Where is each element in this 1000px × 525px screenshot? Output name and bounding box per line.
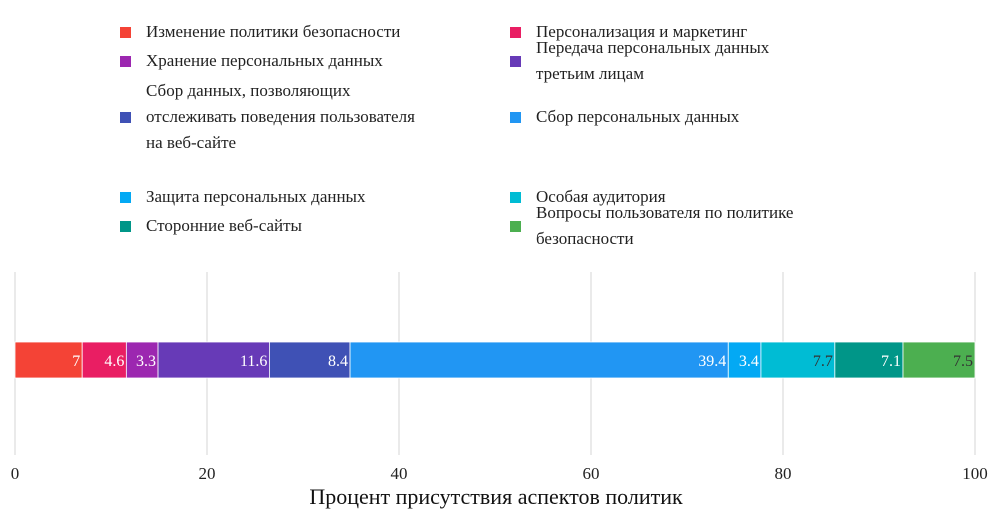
legend-swatch (120, 221, 131, 232)
legend-item: Сбор данных, позволяющих отслеживать пове… (120, 81, 415, 152)
legend-swatch (510, 221, 521, 232)
legend-label: безопасности (536, 229, 634, 248)
legend-label: третьим лицам (536, 64, 644, 83)
x-tick-label: 40 (391, 464, 408, 483)
x-tick-label: 60 (583, 464, 600, 483)
legend-swatch (510, 56, 521, 67)
bar-segment (760, 341, 836, 379)
legend-swatch (120, 56, 131, 67)
legend-item: Хранение персональных данных (120, 51, 383, 70)
x-axis: 0 20 40 60 80 100 (11, 464, 988, 483)
data-label: 39.4 (698, 353, 726, 370)
legend-item: Защита персональных данных (120, 187, 366, 206)
data-label: 7.5 (953, 353, 973, 370)
legend-label: Защита персональных данных (146, 187, 366, 206)
bar-segment (157, 341, 270, 379)
data-label: 3.3 (136, 353, 156, 370)
data-label: 3.4 (739, 353, 759, 370)
legend-label: Сбор данных, позволяющих (146, 81, 351, 100)
legend-swatch (510, 192, 521, 203)
legend-swatch (120, 192, 131, 203)
bar-stack: 7 4.6 3.3 11.6 8.4 39.4 3.4 7.7 7.1 7.5 (14, 341, 976, 379)
bar-segment (727, 341, 762, 379)
bar-segment (81, 341, 127, 379)
legend-item: Персонализация и маркетинг (510, 22, 747, 41)
x-tick-label: 100 (962, 464, 988, 483)
legend-label: Хранение персональных данных (146, 51, 383, 70)
x-axis-title: Процент присутствия аспектов политик (309, 484, 683, 509)
legend-swatch (120, 27, 131, 38)
bar-segment (902, 341, 976, 379)
legend-label: Особая аудитория (536, 187, 666, 206)
legend-label: Вопросы пользователя по политике (536, 203, 793, 222)
x-tick-label: 0 (11, 464, 20, 483)
data-label: 7.7 (813, 353, 833, 370)
legend-label: отслеживать поведения пользователя (146, 107, 415, 126)
legend-swatch (120, 112, 131, 123)
legend-item: Сбор персональных данных (510, 107, 740, 126)
data-label: 7.1 (881, 353, 901, 370)
legend-item: Сторонние веб-сайты (120, 216, 303, 235)
legend-item: Передача персональных данных третьим лица… (510, 38, 770, 83)
data-label: 11.6 (240, 353, 267, 370)
legend-label: Сбор персональных данных (536, 107, 740, 126)
data-label: 4.6 (104, 353, 124, 370)
legend-label: на веб-сайте (146, 133, 236, 152)
data-label: 7 (72, 353, 80, 370)
legend-swatch (510, 112, 521, 123)
legend-label: Персонализация и маркетинг (536, 22, 747, 41)
bar-segment (349, 341, 729, 379)
legend-label: Изменение политики безопасности (146, 22, 400, 41)
bar-segment (268, 341, 351, 379)
legend-swatch (510, 27, 521, 38)
legend: Изменение политики безопасности Персонали… (120, 22, 793, 248)
legend-item: Изменение политики безопасности (120, 22, 400, 41)
bar-segment (125, 341, 159, 379)
legend-item: Вопросы пользователя по политике безопасн… (510, 203, 793, 248)
data-label: 8.4 (328, 353, 348, 370)
x-tick-label: 20 (199, 464, 216, 483)
x-tick-label: 80 (775, 464, 792, 483)
legend-item: Особая аудитория (510, 187, 666, 206)
legend-label: Передача персональных данных (536, 38, 770, 57)
bar-segment (834, 341, 904, 379)
legend-label: Сторонние веб-сайты (146, 216, 303, 235)
